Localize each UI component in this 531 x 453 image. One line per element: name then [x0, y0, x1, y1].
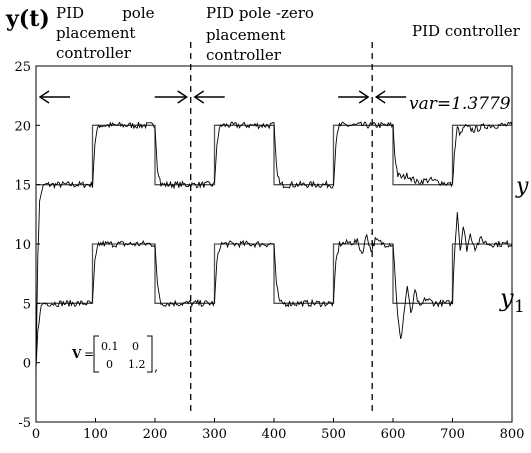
svg-text:1: 1: [514, 297, 525, 317]
svg-text:placement: placement: [206, 26, 285, 44]
x-tick-label: 0: [32, 427, 40, 442]
arrow-segment-1-left: [38, 90, 70, 104]
segment-label-2: PID pole -zero placement controller: [206, 4, 314, 64]
var-annotation: var=1.3779: [409, 94, 511, 114]
x-tick-label: 100: [83, 427, 108, 442]
arrow-segment-3-left: [374, 90, 407, 104]
x-tick-label: 400: [262, 427, 287, 442]
output-line-y2: [35, 121, 513, 376]
svg-text:,: ,: [154, 360, 158, 375]
svg-text:1.2: 1.2: [128, 358, 146, 371]
matrix-annotation: V = 0.1 0 0 1.2 ,: [71, 335, 158, 375]
svg-text:PID pole -zero: PID pole -zero: [206, 4, 314, 22]
svg-text:=: =: [84, 347, 94, 361]
series-label-y1: y 1: [499, 284, 525, 317]
x-tick-label: 800: [500, 427, 525, 442]
range-arrows: [38, 90, 407, 104]
y-tick-label: 5: [23, 297, 31, 312]
arrow-segment-1-right: [154, 90, 188, 104]
arrow-segment-2-right: [338, 90, 370, 104]
output-line-y1: [35, 212, 513, 368]
switch-lines: [190, 42, 373, 415]
y-tick-label: -5: [18, 416, 31, 431]
matrix-right-bracket: [147, 335, 153, 373]
x-tick-label: 700: [440, 427, 465, 442]
svg-text:controller: controller: [206, 46, 282, 64]
y-tick-label: 10: [14, 238, 31, 253]
y-tick-label: 0: [23, 357, 31, 372]
svg-text:y: y: [499, 284, 514, 312]
x-tick-label: 500: [321, 427, 346, 442]
x-tick-label: 300: [202, 427, 227, 442]
y-tick-label: 15: [14, 179, 31, 194]
setpoint-line-y2: [36, 124, 512, 186]
svg-text:0: 0: [132, 340, 139, 353]
setpoint-line-y1: [36, 243, 512, 304]
segment-label-3: PID controller: [412, 22, 521, 40]
matrix-left-bracket: [93, 335, 99, 373]
x-tick-label: 200: [143, 427, 168, 442]
y-axis-label: y(t): [5, 6, 50, 32]
series-label-y2: y: [515, 174, 529, 199]
svg-text:placement: placement: [56, 24, 135, 42]
svg-text:0.1: 0.1: [101, 340, 119, 353]
svg-text:PID pole: PID pole: [56, 4, 155, 22]
svg-text:controller: controller: [56, 44, 132, 62]
y-tick-label: 25: [14, 60, 31, 75]
svg-text:0: 0: [106, 358, 113, 371]
segment-label-1: PID pole placement controller: [56, 4, 155, 62]
x-tick-label: 600: [381, 427, 406, 442]
series-layer: [35, 121, 513, 376]
svg-text:V: V: [71, 347, 82, 361]
y-tick-label: 20: [14, 119, 31, 134]
arrow-segment-2-left: [193, 90, 225, 104]
